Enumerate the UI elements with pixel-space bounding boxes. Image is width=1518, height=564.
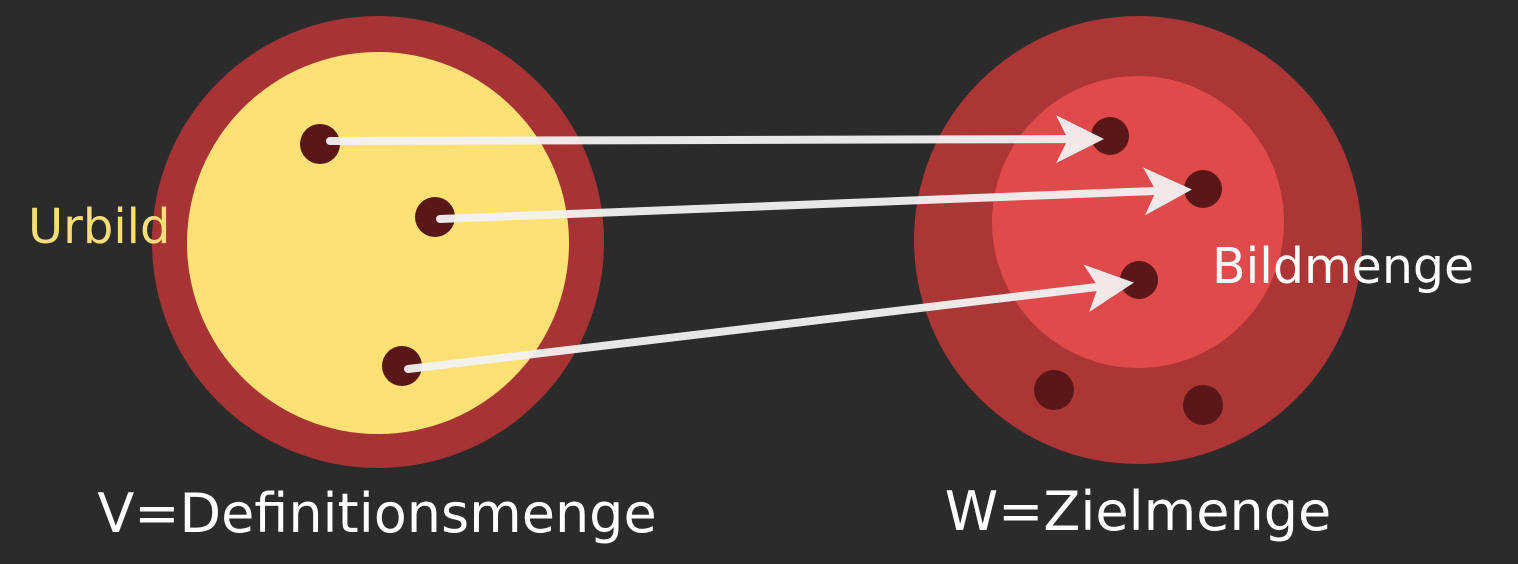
codomain-element-3 [1120, 261, 1158, 299]
domain-element-3 [382, 346, 422, 386]
domain-element-1 [300, 124, 340, 164]
domain-label: V=Definitionsmenge [97, 482, 656, 545]
codomain-element-2 [1184, 170, 1222, 208]
codomain-element-1 [1091, 117, 1129, 155]
arrow-2 [436, 167, 1192, 223]
mapping-arrows [326, 115, 1192, 373]
preimage-region [187, 52, 569, 434]
domain-set [152, 16, 604, 468]
image-region [992, 76, 1284, 368]
codomain-element-5 [1183, 385, 1223, 425]
domain-element-2 [415, 197, 455, 237]
arrow-3 [404, 264, 1134, 373]
image-label: Bildmenge [1212, 238, 1474, 295]
codomain-label: W=Zielmenge [945, 480, 1331, 543]
arrow-1 [326, 115, 1104, 164]
preimage-label: Urbild [28, 199, 170, 255]
codomain-element-4 [1034, 370, 1074, 410]
